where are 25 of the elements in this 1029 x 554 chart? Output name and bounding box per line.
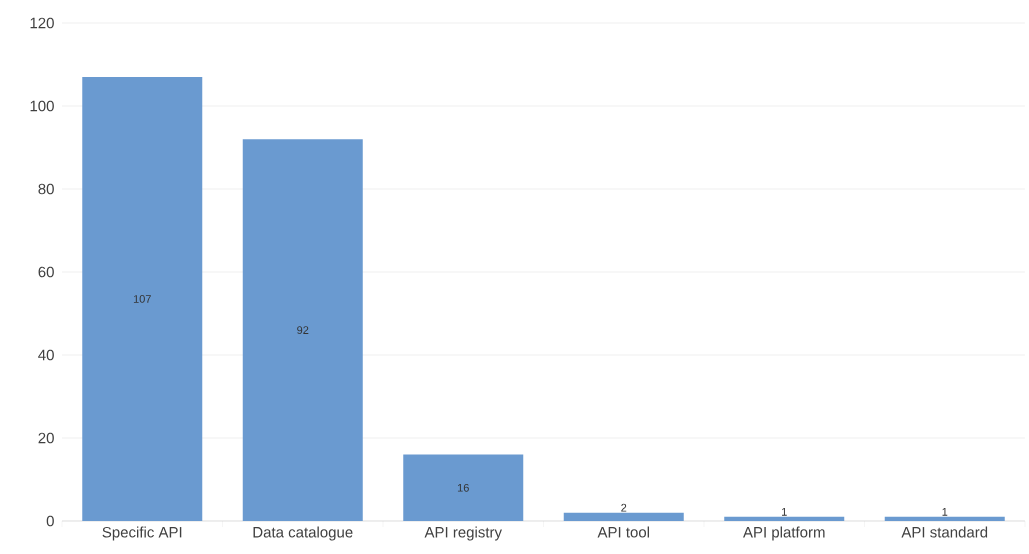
- x-tick-label: API tool: [597, 526, 649, 538]
- y-tick-label: 60: [38, 266, 54, 278]
- y-tick-label: 80: [38, 183, 54, 195]
- data-label: 16: [457, 483, 469, 492]
- data-label: 1: [782, 508, 787, 516]
- data-label: 1: [942, 508, 948, 516]
- bar: [403, 454, 524, 521]
- data-label: 2: [621, 503, 627, 512]
- y-tick-label: 40: [38, 349, 54, 361]
- bar: [563, 512, 684, 521]
- bar: [242, 139, 363, 521]
- data-label: 92: [297, 326, 309, 334]
- bar: [724, 516, 845, 521]
- x-tick-label: API platform: [743, 526, 825, 541]
- bar: [884, 516, 1005, 521]
- x-tick-label: API standard: [901, 526, 988, 538]
- y-tick-label: 0: [46, 515, 54, 527]
- y-tick-label: 120: [30, 17, 54, 29]
- x-tick-label: Specific API: [102, 526, 182, 541]
- y-tick-label: 20: [38, 432, 54, 444]
- data-label: 107: [133, 295, 151, 303]
- x-tick-label: API registry: [424, 526, 502, 541]
- y-tick-label: 100: [30, 100, 54, 112]
- bar: [82, 76, 203, 521]
- x-tick-label: Data catalogue: [253, 526, 353, 541]
